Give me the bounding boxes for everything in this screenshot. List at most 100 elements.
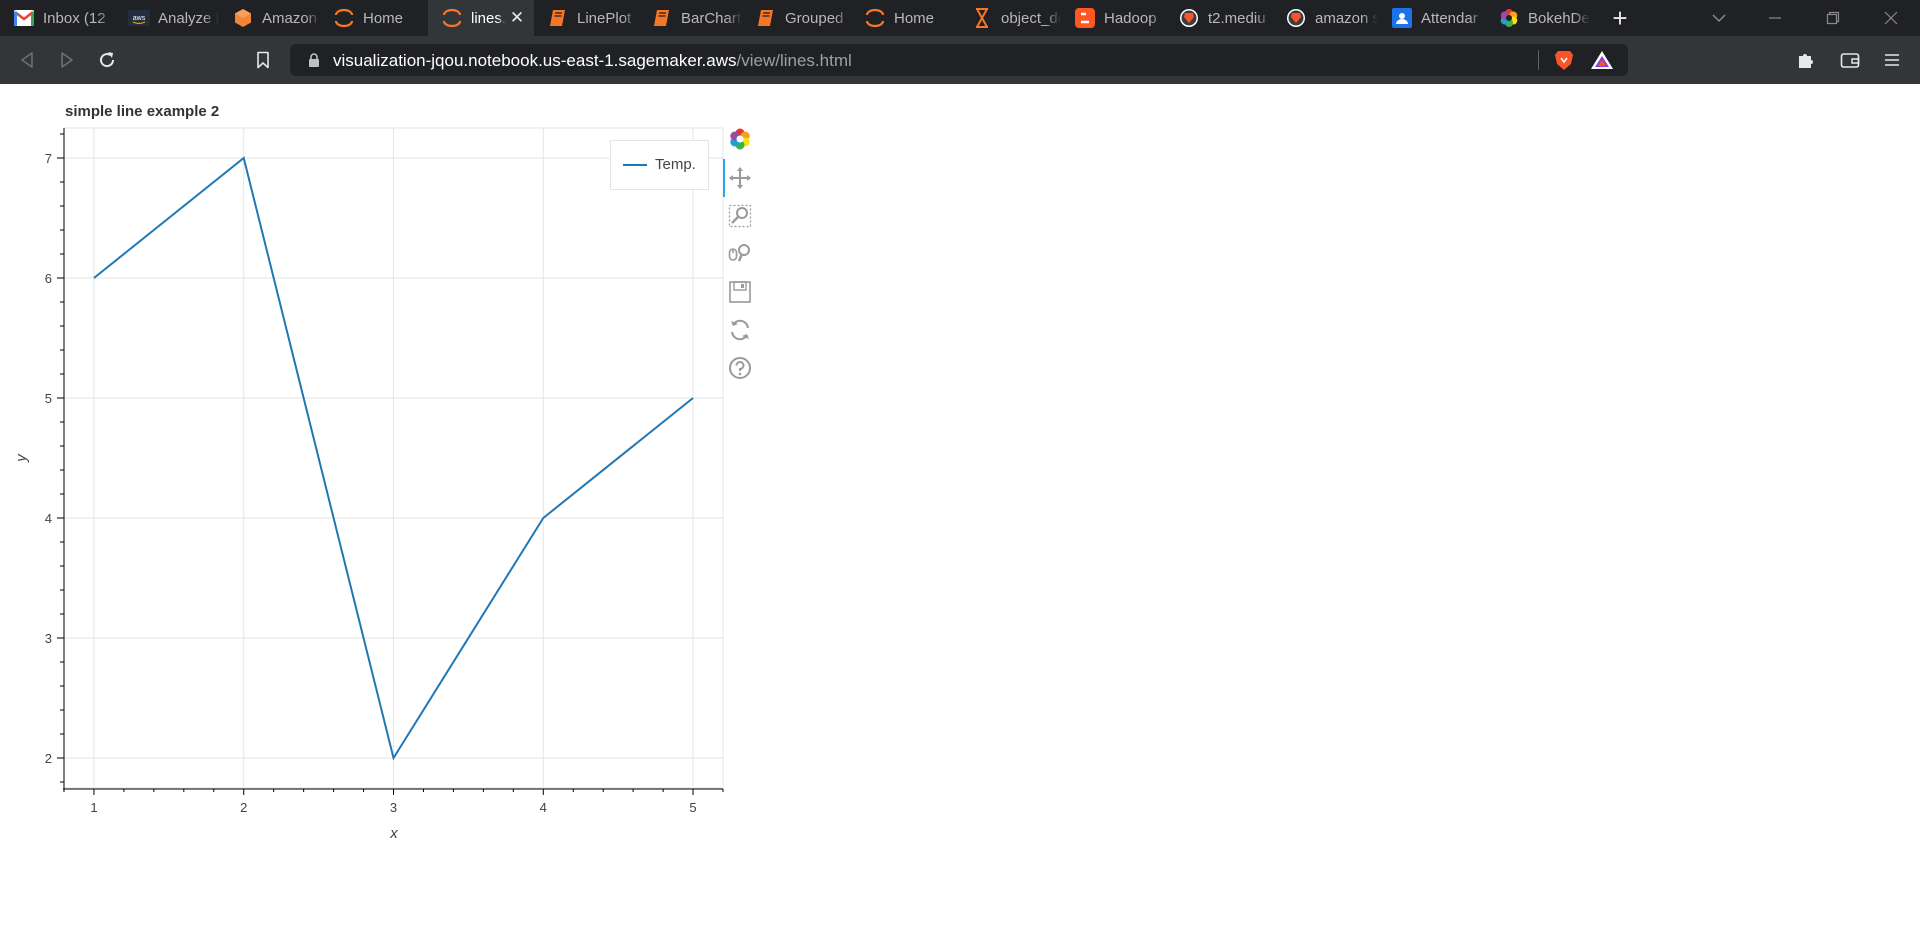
browser-tab[interactable]: Home <box>320 0 428 36</box>
menu-button[interactable] <box>1880 48 1904 72</box>
tab-title: amazon s <box>1315 9 1378 27</box>
url-path: /view/lines.html <box>736 51 852 70</box>
forward-button[interactable] <box>55 48 79 72</box>
y-tick-label: 2 <box>45 751 52 766</box>
box-zoom-icon <box>728 204 752 228</box>
back-arrow-icon <box>21 52 33 68</box>
x-tick-label: 1 <box>90 800 97 815</box>
bokeh-logo-link[interactable] <box>727 126 753 152</box>
tab-title: Analyze E <box>158 9 219 27</box>
bokeh-toolbar <box>725 126 755 386</box>
notebook-icon <box>755 7 777 29</box>
reload-icon <box>100 52 115 68</box>
legend[interactable]: Temp. <box>610 140 709 190</box>
browser-tab[interactable]: LinePlot <box>534 0 638 36</box>
tab-title: Grouped <box>785 9 844 27</box>
chevron-down-icon <box>1712 14 1726 23</box>
browser-tab[interactable]: Home <box>851 0 958 36</box>
wallet-button[interactable] <box>1838 48 1862 72</box>
browser-tab[interactable]: amazon s <box>1272 0 1378 36</box>
close-icon <box>1884 11 1898 25</box>
help-tool[interactable] <box>727 355 753 381</box>
plus-icon: + <box>1612 3 1628 33</box>
browser-toolbar: visualization-jqou.notebook.us-east-1.sa… <box>0 36 1920 84</box>
tab-title: t2.mediu <box>1208 9 1266 27</box>
y-tick-label: 6 <box>45 271 52 286</box>
close-tab-icon[interactable]: ✕ <box>509 8 525 27</box>
browser-tab[interactable]: BarChart <box>638 0 742 36</box>
brave-lion-icon <box>1555 51 1573 70</box>
axes: 1 2 3 4 5 2 3 4 5 6 7 <box>45 128 724 815</box>
restore-button[interactable] <box>1813 0 1853 36</box>
line-chart[interactable]: 1 2 3 4 5 2 3 4 5 6 7 x y <box>0 90 730 850</box>
tab-search-button[interactable] <box>1699 0 1739 36</box>
brave-rewards-icon <box>1591 51 1613 69</box>
contacts-icon <box>1391 7 1413 29</box>
close-window-button[interactable] <box>1871 0 1911 36</box>
omnibox-divider <box>1538 50 1539 70</box>
x-tick-label: 3 <box>390 800 397 815</box>
tab-title: object_de <box>1001 9 1061 27</box>
browser-tab[interactable]: object_de <box>958 0 1061 36</box>
data-series <box>93 156 694 761</box>
blogger-icon <box>1074 7 1096 29</box>
browser-tab[interactable]: aws Analyze E <box>115 0 219 36</box>
hamburger-menu-icon <box>1885 54 1899 66</box>
grid-lines <box>63 127 724 789</box>
browser-tab[interactable]: Grouped <box>742 0 851 36</box>
reset-tool[interactable] <box>727 317 753 343</box>
brave-rewards-button[interactable] <box>1590 49 1614 71</box>
url-host: visualization-jqou.notebook.us-east-1.sa… <box>333 51 737 70</box>
jupyter-icon <box>441 7 463 29</box>
extensions-button[interactable] <box>1794 48 1818 72</box>
new-tab-button[interactable]: + <box>1600 0 1640 36</box>
address-bar[interactable]: visualization-jqou.notebook.us-east-1.sa… <box>290 44 1628 76</box>
save-icon <box>729 281 751 303</box>
wheel-zoom-tool[interactable] <box>727 241 753 267</box>
legend-label: Temp. <box>655 156 696 173</box>
tab-strip: Inbox (12 aws Analyze E Amazon Home lines. ✕ Li… <box>0 0 1920 36</box>
tab-title: lines. <box>471 9 506 27</box>
reset-icon <box>731 319 749 341</box>
save-tool[interactable] <box>727 279 753 305</box>
y-tick-label: 7 <box>45 151 52 166</box>
browser-tab[interactable]: Inbox (12 <box>0 0 115 36</box>
wallet-icon <box>1840 53 1860 68</box>
back-button[interactable] <box>15 48 39 72</box>
browser-tab[interactable]: BokehDe <box>1485 0 1590 36</box>
brave-icon <box>1178 7 1200 29</box>
bokeh-logo-icon <box>730 128 750 150</box>
hourglass-icon <box>971 7 993 29</box>
lock-icon <box>309 53 319 67</box>
browser-tab[interactable]: t2.mediu <box>1165 0 1272 36</box>
browser-tab[interactable]: Attendar <box>1378 0 1485 36</box>
svg-text:aws: aws <box>133 15 146 22</box>
pan-tool[interactable] <box>727 165 753 191</box>
y-tick-label: 4 <box>45 511 52 526</box>
active-tool-indicator <box>723 159 725 197</box>
x-tick-label: 4 <box>540 800 547 815</box>
tab-title: LinePlot <box>577 9 632 27</box>
wheel-zoom-icon <box>728 244 750 262</box>
minimize-button[interactable] <box>1755 0 1795 36</box>
reload-button[interactable] <box>95 48 119 72</box>
restore-icon <box>1826 11 1840 25</box>
tab-title: BokehDe <box>1528 9 1590 27</box>
box-zoom-tool[interactable] <box>727 203 753 229</box>
tab-title: Home <box>363 9 404 27</box>
jupyter-icon <box>333 7 355 29</box>
jupyter-icon <box>864 7 886 29</box>
browser-tab[interactable]: lines. ✕ <box>428 0 534 36</box>
notebook-icon <box>547 7 569 29</box>
plot-title: simple line example 2 <box>65 103 220 120</box>
amazon-sagemaker-icon <box>232 7 254 29</box>
bookmark-button[interactable] <box>251 48 275 72</box>
y-tick-label: 5 <box>45 391 52 406</box>
notebook-icon <box>651 7 673 29</box>
browser-tab[interactable]: Hadoop <box>1061 0 1165 36</box>
y-axis-label: y <box>13 453 30 463</box>
browser-tab[interactable]: Amazon <box>219 0 320 36</box>
tab-title: Hadoop <box>1104 9 1157 27</box>
bokeh-icon <box>1498 7 1520 29</box>
brave-shields-button[interactable] <box>1553 49 1575 71</box>
